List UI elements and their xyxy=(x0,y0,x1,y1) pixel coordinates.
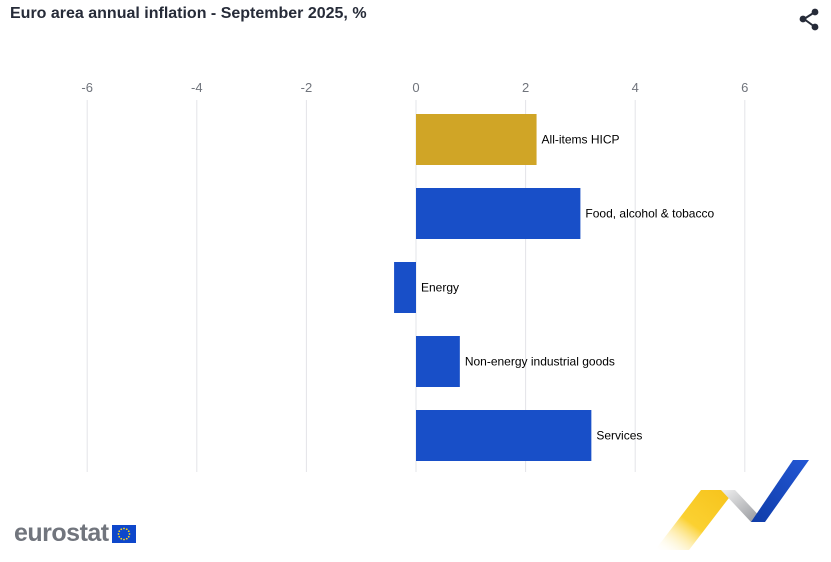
eu-flag-icon xyxy=(111,524,136,543)
x-tick-label: -4 xyxy=(191,80,203,95)
flag-star xyxy=(117,529,120,532)
x-tick-label: -2 xyxy=(301,80,313,95)
flag-star xyxy=(122,538,125,540)
x-tick-label: 0 xyxy=(412,80,419,95)
flag-star xyxy=(119,537,122,540)
flag-star xyxy=(127,535,130,538)
flag-star xyxy=(122,527,125,529)
category-label: All-items HICP xyxy=(542,133,620,147)
flag-star xyxy=(127,529,130,532)
bar[interactable] xyxy=(416,410,592,461)
category-label: Food, alcohol & tobacco xyxy=(585,207,714,221)
bar[interactable] xyxy=(416,336,460,387)
category-label: Services xyxy=(596,429,642,443)
flag-star xyxy=(119,527,122,530)
eurostat-wordmark: eurostat xyxy=(14,519,109,547)
chart-title: Euro area annual inflation - September 2… xyxy=(10,5,367,22)
category-label: Energy xyxy=(421,281,459,295)
decorative-ribbon xyxy=(655,460,809,550)
flag-star xyxy=(125,527,128,530)
x-tick-label: -6 xyxy=(81,80,93,95)
bar[interactable] xyxy=(416,188,581,239)
flag-star xyxy=(125,537,128,540)
x-tick-label: 6 xyxy=(741,80,748,95)
bar[interactable] xyxy=(416,114,537,165)
category-label: Non-energy industrial goods xyxy=(465,355,615,369)
flag-star xyxy=(117,535,120,538)
bar[interactable] xyxy=(394,262,416,313)
x-tick-label: 4 xyxy=(632,80,639,95)
eurostat-logo: eurostat xyxy=(14,519,136,548)
flag-star xyxy=(128,532,131,535)
x-tick-label: 2 xyxy=(522,80,529,95)
flag-star xyxy=(117,532,120,535)
share-button[interactable] xyxy=(798,8,822,32)
share-icon xyxy=(799,8,819,31)
